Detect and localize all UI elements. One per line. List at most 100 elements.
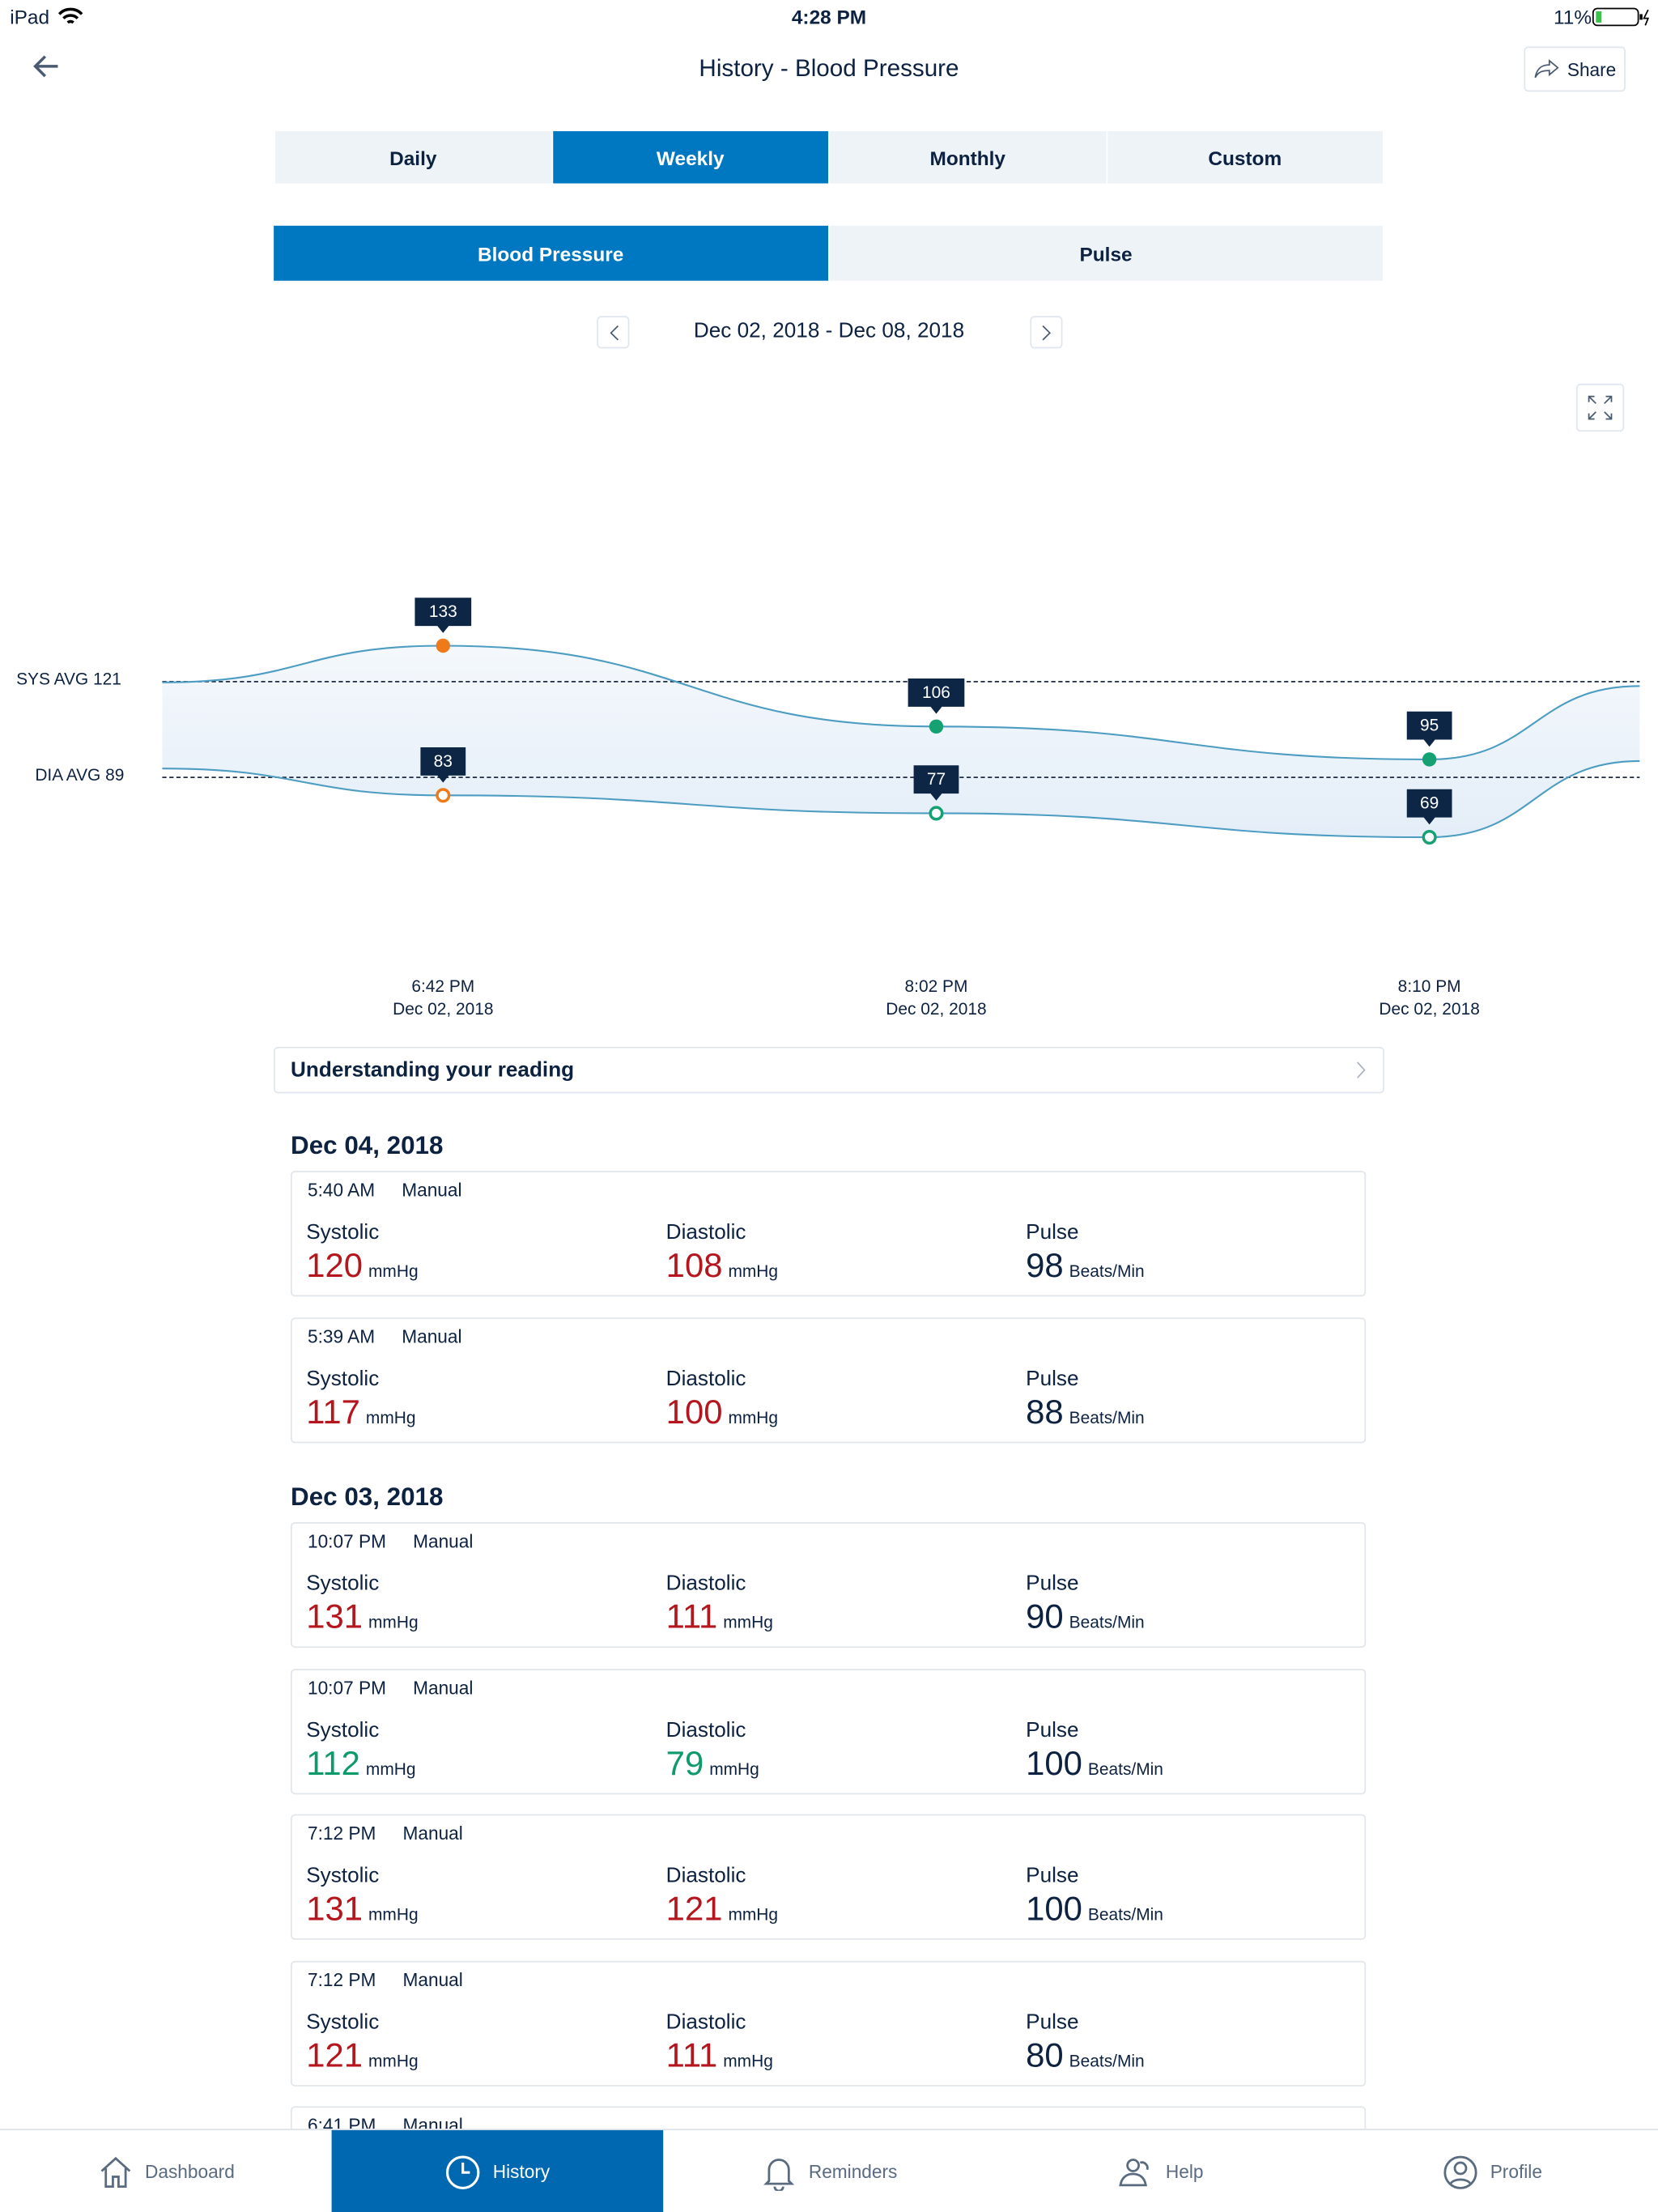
- field-value: 80 Beats/Min: [1026, 2036, 1145, 2076]
- reading-field: Pulse 98 Beats/Min: [1026, 1220, 1145, 1287]
- tab[interactable]: Daily: [274, 131, 551, 184]
- expand-button[interactable]: [1575, 383, 1625, 432]
- value-bubble: [414, 598, 472, 633]
- reading-mode: Manual: [402, 1823, 463, 1844]
- reading-list: Dec 04, 2018 5:40 AM Manual Systolic 120 mmHg…: [0, 1114, 1658, 2129]
- reading-card[interactable]: 10:07 PM Manual Systolic 112 mmHg Diastolic 79…: [291, 1668, 1367, 1794]
- field-value: 100 mmHg: [666, 1393, 778, 1433]
- field-value: 121 mmHg: [666, 1891, 778, 1930]
- tab[interactable]: Pulse: [827, 225, 1384, 281]
- tab-icon: [763, 2158, 795, 2190]
- field-label: Diastolic: [665, 1220, 746, 1244]
- average-label: DIA AVG 89: [35, 766, 124, 785]
- reading-card[interactable]: 10:07 PM Manual Systolic 131 mmHg Diastolic 11…: [291, 1521, 1367, 1648]
- field-value: 98 Beats/Min: [1026, 1247, 1145, 1287]
- field-label: Pulse: [1026, 1863, 1079, 1888]
- reading-mode: Manual: [402, 1968, 463, 1990]
- unit: mmHg: [728, 1261, 779, 1282]
- diastolic-value: 79: [665, 1744, 704, 1783]
- reading-field: Systolic 120 mmHg: [306, 1220, 418, 1287]
- reading-meta: 5:40 AM Manual: [308, 1180, 462, 1201]
- understanding-link[interactable]: Understanding your reading: [274, 1046, 1384, 1094]
- reading-field: Diastolic 121 mmHg: [666, 1864, 778, 1930]
- tab-label: Dashboard: [144, 2161, 235, 2183]
- tab[interactable]: Blood Pressure: [274, 225, 828, 281]
- pulse-value: 100: [1026, 1890, 1082, 1929]
- field-label: Systolic: [306, 1863, 380, 1888]
- unit: Beats/Min: [1069, 1612, 1145, 1632]
- reading-field: Systolic 121 mmHg: [306, 2010, 418, 2076]
- unit: mmHg: [368, 1904, 419, 1925]
- unit: mmHg: [365, 1406, 416, 1427]
- share-label: Share: [1567, 58, 1617, 80]
- field-value: 112 mmHg: [306, 1744, 415, 1784]
- systolic-value: 121: [306, 2036, 363, 2075]
- value-bubble: [908, 678, 965, 714]
- reading-field: Diastolic 79 mmHg: [666, 1717, 759, 1784]
- reading-field: Pulse 88 Beats/Min: [1026, 1366, 1145, 1432]
- page-title: History - Blood Pressure: [699, 54, 959, 83]
- reading-meta: 10:07 PM Manual: [308, 1530, 473, 1551]
- field-label: Diastolic: [665, 1571, 746, 1596]
- field-value: 117 mmHg: [306, 1393, 415, 1433]
- pulse-value: 88: [1026, 1393, 1064, 1431]
- reading-field: Pulse 80 Beats/Min: [1026, 2010, 1145, 2076]
- prev-range-button[interactable]: [597, 316, 630, 349]
- unit: Beats/Min: [1087, 1904, 1163, 1925]
- unit: mmHg: [728, 1406, 779, 1427]
- line-tail: [1429, 685, 1640, 760]
- field-value: 90 Beats/Min: [1026, 1598, 1145, 1638]
- field-label: Systolic: [306, 1366, 380, 1391]
- clock: 4:28 PM: [791, 5, 867, 28]
- reading-card[interactable]: 5:39 AM Manual Systolic 117 mmHg Diastolic 100…: [291, 1317, 1367, 1443]
- group-date: Dec 03, 2018: [291, 1482, 444, 1512]
- tab-label: Profile: [1490, 2161, 1542, 2183]
- tab-item[interactable]: Profile: [1326, 2130, 1658, 2212]
- tab-item[interactable]: History: [331, 2129, 664, 2212]
- value-label: 77: [927, 770, 946, 789]
- field-label: Pulse: [1026, 2009, 1079, 2034]
- device-name: iPad: [10, 5, 50, 28]
- field-label: Diastolic: [665, 1717, 746, 1742]
- reading-card[interactable]: 7:12 PM Manual Systolic 131 mmHg Diastolic 121…: [291, 1814, 1367, 1940]
- back-button[interactable]: [31, 53, 62, 79]
- tab-item[interactable]: Help: [995, 2130, 1327, 2212]
- reading-time: 7:12 PM: [307, 1823, 376, 1844]
- metric-tabs: Blood Pressure Pulse: [274, 225, 1384, 281]
- unit: Beats/Min: [1069, 2050, 1145, 2070]
- reading-meta: 10:07 PM Manual: [308, 1677, 473, 1698]
- tab[interactable]: Custom: [1105, 131, 1384, 184]
- x-tick-date: Dec 02, 2018: [886, 1000, 986, 1019]
- value-label: 83: [434, 752, 453, 771]
- tab-icon: [1443, 2155, 1477, 2189]
- date-range: Dec 02, 2018 - Dec 08, 2018: [693, 318, 965, 343]
- value-label: 133: [429, 602, 457, 621]
- tab[interactable]: Weekly: [551, 131, 829, 184]
- pulse-value: 98: [1026, 1247, 1064, 1286]
- battery-level: 11%: [1554, 5, 1592, 28]
- reading-card[interactable]: 6:41 PM Manual: [291, 2106, 1367, 2129]
- share-button[interactable]: Share: [1524, 46, 1626, 92]
- data-point: [436, 638, 451, 653]
- reading-meta: 7:12 PM Manual: [308, 1968, 463, 1989]
- next-range-button[interactable]: [1030, 316, 1063, 349]
- unit: mmHg: [709, 1758, 759, 1779]
- reading-mode: Manual: [413, 1676, 474, 1698]
- field-label: Systolic: [306, 1717, 380, 1742]
- x-tick-date: Dec 02, 2018: [1379, 1000, 1479, 1019]
- tab-item[interactable]: Reminders: [663, 2130, 995, 2212]
- tab[interactable]: Monthly: [828, 131, 1106, 184]
- tab-item[interactable]: Dashboard: [0, 2130, 332, 2212]
- reading-field: Systolic 112 mmHg: [306, 1717, 415, 1784]
- unit: mmHg: [368, 1612, 419, 1632]
- diastolic-value: 100: [665, 1393, 723, 1431]
- reading-time: 6:41 PM: [307, 2114, 376, 2129]
- value-label: 95: [1420, 717, 1439, 735]
- reading-card[interactable]: 5:40 AM Manual Systolic 120 mmHg Diastolic 108…: [291, 1171, 1367, 1297]
- tab-label: Reminders: [808, 2161, 898, 2183]
- field-label: Systolic: [306, 2009, 380, 2034]
- unit: mmHg: [728, 1904, 779, 1925]
- reading-card[interactable]: 7:12 PM Manual Systolic 121 mmHg Diastolic 111…: [291, 1959, 1367, 2087]
- battery-icon: [1592, 7, 1650, 27]
- reading-meta: 5:39 AM Manual: [308, 1325, 462, 1346]
